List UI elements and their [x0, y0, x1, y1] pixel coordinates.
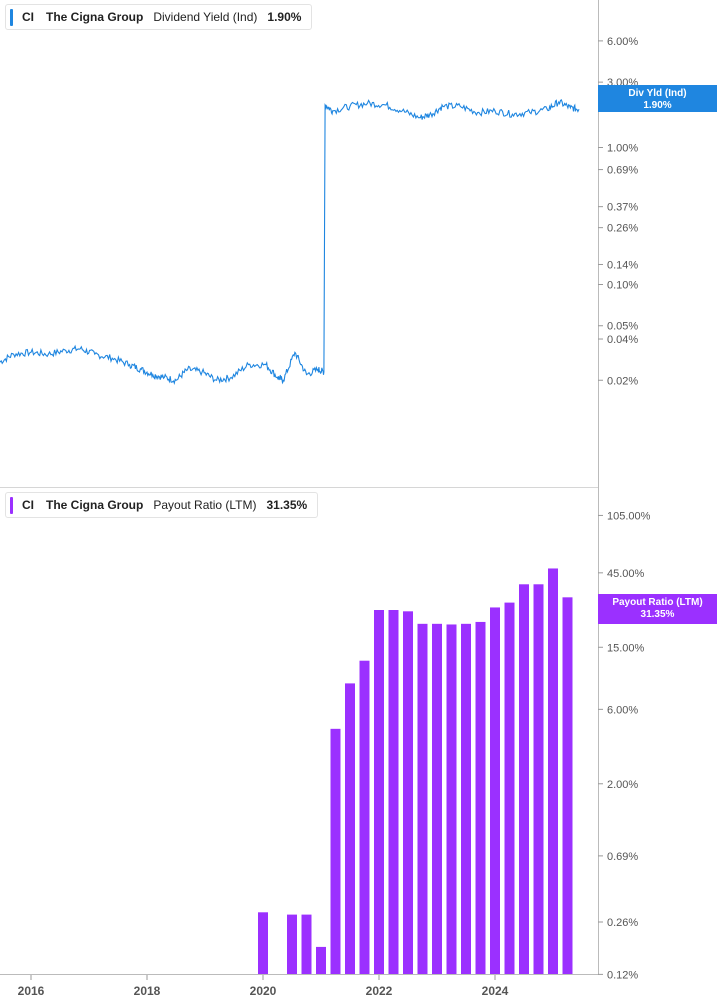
x-tick-label: 2016 [18, 984, 45, 998]
payout-ratio-bar[interactable] [359, 660, 370, 974]
y-tick-label: 0.26% [607, 223, 638, 235]
payout-ratio-bar[interactable] [258, 912, 268, 974]
payout-ratio-bar[interactable] [330, 728, 341, 974]
payout-ratio-bar[interactable] [345, 683, 355, 974]
flag-value: 31.35% [640, 609, 675, 620]
y-tick-label: 0.02% [607, 375, 638, 387]
x-axis: 2016 2018 2020 2022 2024 [18, 975, 509, 998]
flag-value: 1.90% [643, 100, 672, 111]
y-tick-label: 6.00% [607, 704, 638, 716]
dividend-yield-series [0, 99, 580, 385]
payout-ratio-value-flag: Payout Ratio (LTM) 31.35% [598, 594, 717, 624]
y-tick-label: 0.04% [607, 334, 638, 346]
dividend-yield-y-axis: 6.00%3.00%1.00%0.69%0.37%0.26%0.14%0.10%… [598, 36, 638, 387]
legend-value: 1.90% [267, 10, 302, 24]
y-tick-label: 6.00% [607, 36, 638, 48]
payout-ratio-bar[interactable] [490, 607, 500, 974]
flag-label: Payout Ratio (LTM) [612, 597, 703, 608]
y-tick-label: 0.10% [607, 280, 638, 292]
x-tick-label: 2020 [250, 984, 277, 998]
legend-company: The Cigna Group [46, 10, 144, 24]
payout-ratio-y-axis: 105.00% 45.00% 15.00% 6.00% 2.00% 0.69% 0.26% 0… [598, 510, 651, 981]
y-tick-label: 105.00% [607, 510, 651, 522]
y-tick-label: 0.12% [607, 969, 638, 981]
y-tick-label: 0.37% [607, 202, 638, 214]
payout-ratio-bar[interactable] [316, 946, 326, 974]
y-tick-label: 2.00% [607, 779, 638, 791]
payout-ratio-bars [258, 568, 573, 974]
y-tick-label: 0.69% [607, 851, 638, 863]
legend-metric: Dividend Yield (Ind) [153, 10, 258, 24]
x-tick-label: 2018 [134, 984, 161, 998]
dividend-yield-legend[interactable]: CI The Cigna Group Dividend Yield (Ind) … [5, 4, 313, 30]
x-tick-label: 2024 [482, 984, 509, 998]
payout-ratio-bar[interactable] [417, 623, 428, 974]
payout-ratio-bar[interactable] [475, 621, 486, 974]
legend-company: The Cigna Group [46, 498, 144, 512]
payout-ratio-legend[interactable]: CI The Cigna Group Payout Ratio (LTM) 31… [5, 492, 319, 518]
payout-ratio-bar[interactable] [533, 584, 544, 974]
payout-ratio-bar[interactable] [519, 584, 529, 974]
legend-value: 31.35% [266, 498, 308, 512]
payout-ratio-bar[interactable] [446, 624, 457, 974]
payout-ratio-bar[interactable] [504, 602, 515, 974]
payout-ratio-bar[interactable] [388, 610, 399, 974]
payout-ratio-bar[interactable] [301, 914, 312, 974]
legend-ticker: CI [22, 498, 34, 512]
y-tick-label: 0.14% [607, 259, 638, 271]
x-tick-label: 2022 [366, 984, 393, 998]
y-tick-label: 0.26% [607, 917, 638, 929]
payout-ratio-bar[interactable] [432, 623, 442, 974]
payout-ratio-bar[interactable] [461, 623, 471, 974]
dividend-yield-line [0, 99, 580, 385]
y-tick-label: 15.00% [607, 642, 645, 654]
payout-ratio-swatch [10, 496, 13, 514]
y-tick-label: 0.69% [607, 165, 638, 177]
payout-ratio-bar[interactable] [287, 914, 297, 974]
payout-ratio-bar[interactable] [374, 610, 384, 974]
y-tick-label: 45.00% [607, 568, 645, 580]
payout-ratio-bar[interactable] [562, 597, 573, 974]
y-tick-label: 0.05% [607, 321, 638, 333]
dividend-yield-swatch [10, 8, 13, 26]
payout-ratio-bar[interactable] [548, 568, 558, 974]
legend-ticker: CI [22, 10, 34, 24]
flag-label: Div Yld (Ind) [628, 88, 687, 99]
dividend-yield-value-flag: Div Yld (Ind) 1.90% [598, 85, 717, 112]
y-tick-label: 1.00% [607, 143, 638, 155]
payout-ratio-bar[interactable] [403, 611, 413, 974]
legend-metric: Payout Ratio (LTM) [153, 498, 257, 512]
